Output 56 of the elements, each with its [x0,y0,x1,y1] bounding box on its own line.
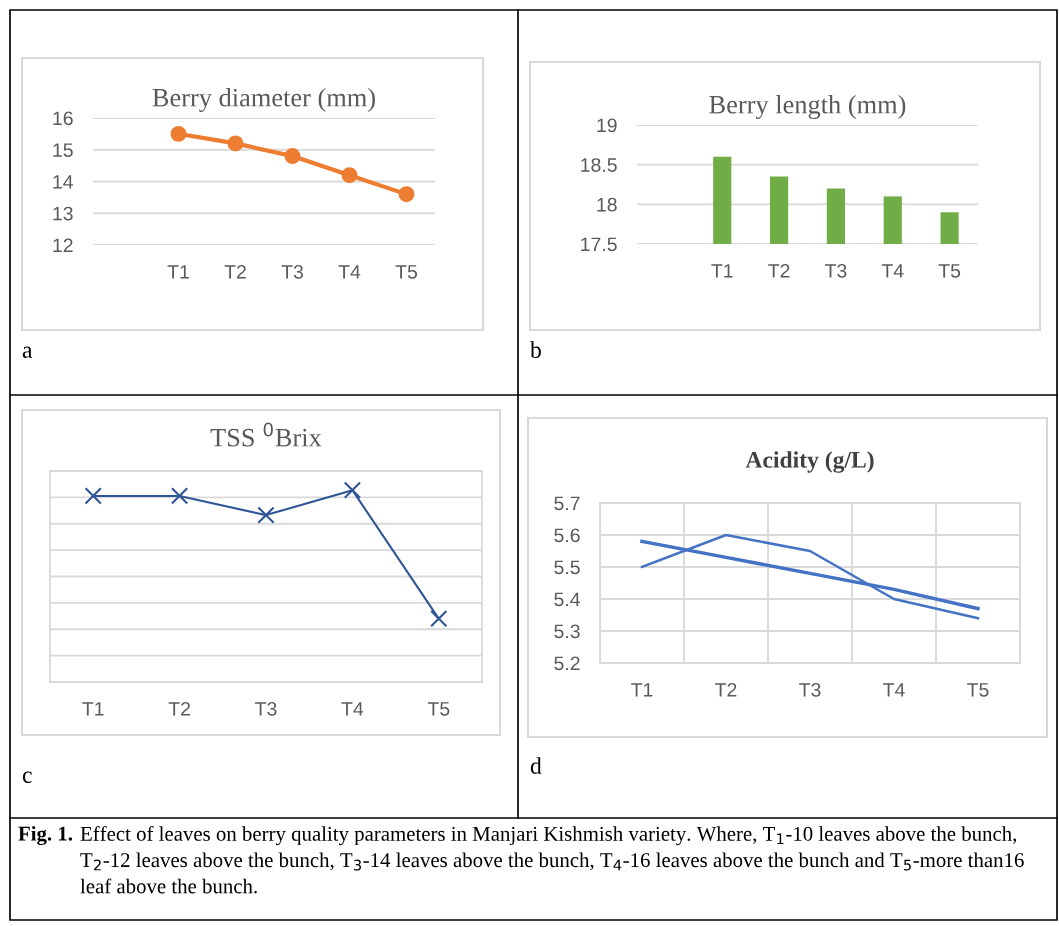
text: b [530,341,541,358]
x-tick-label: T3 [799,682,821,697]
x-tick-label: T1 [82,702,104,716]
chart-title: Acidity (g/L) [745,451,874,473]
text: d [530,757,542,774]
chart-title: Berry diameter (mm) [152,88,375,112]
y-tick-label: 5.3 [554,624,580,639]
point [343,481,362,499]
point [84,487,102,505]
y-tick-label: 5.7 [554,496,580,511]
y-tick-label: 18 [597,197,617,212]
caption: Fig. 1. [18,826,73,846]
x-tick-label: T2 [768,263,790,278]
y-tick-label: 5.5 [554,560,580,575]
y-tick-label: 5.6 [554,528,580,543]
x-tick-label: T4 [881,264,904,278]
chart-title: TSS $^{0}$Brix [210,422,322,447]
point [170,125,187,142]
y-tick-label: 5.2 [554,656,580,671]
chart-title: Berry length (mm) [709,95,906,119]
y-tick-label: 5.4 [554,592,580,607]
point [284,148,301,165]
y-tick-label: 12 [53,238,73,253]
x-tick-label: T5 [427,702,450,716]
x-tick-label: T1 [711,264,733,278]
x-tick-label: T5 [395,265,418,279]
x-tick-label: T4 [338,265,361,279]
x-tick-label: T5 [938,264,961,278]
y-tick-label: 13 [53,206,73,221]
x-tick-label: T2 [715,682,737,697]
text: c [22,771,32,783]
y-tick-label: 16 [53,111,73,126]
y-tick-label: 14 [53,175,73,189]
point [430,610,448,628]
y-tick-label: 17.5 [581,237,617,252]
point [170,487,189,505]
x-tick-label: T4 [883,683,905,697]
y-tick-label: 15 [53,143,73,157]
x-tick-label: T3 [825,263,847,278]
y-tick-label: 18.5 [581,158,617,172]
x-tick-label: T5 [967,683,989,697]
y-tick-label: 19 [597,118,617,133]
text: Effect of leaves on berry quality parameters in Manjari Kishmish variety. Where, T$_{1}$-10 leaves above the bunch, T$_{2}$-12 leaves above the bunch, T$_{3}$-14 leaves above the bunch, T$_{4}$-16 leaves above the bunch and T$_{5}$-more than16 leaf above the bunch. [80,826,1024,894]
line-series [640,533,980,620]
x-tick-label: T3 [281,264,303,279]
point [257,506,275,524]
x-tick-label: T2 [224,264,246,279]
x-tick-label: T1 [167,265,189,279]
text: a [22,346,33,358]
point [227,135,244,152]
point [341,167,358,184]
x-tick-label: T1 [631,683,653,697]
point [398,186,415,203]
x-tick-label: T2 [168,701,190,716]
x-tick-label: T3 [255,701,277,716]
x-tick-label: T4 [341,702,364,716]
